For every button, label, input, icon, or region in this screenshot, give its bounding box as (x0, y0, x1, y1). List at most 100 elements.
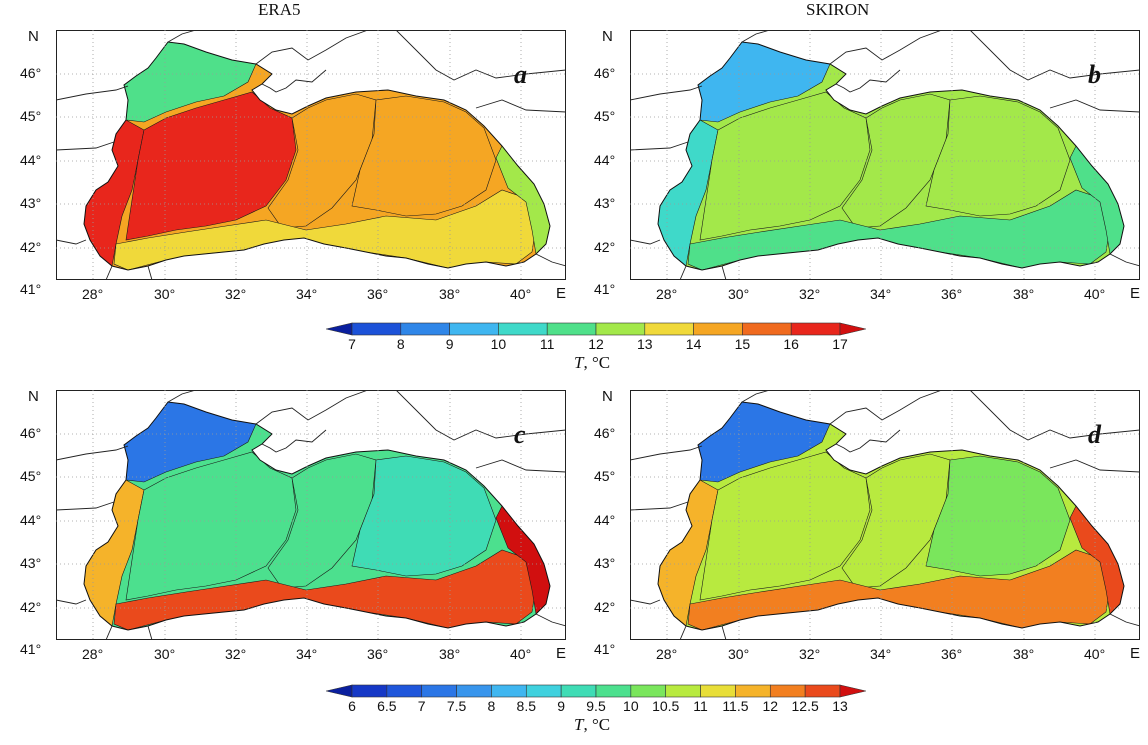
map-svg-c (56, 390, 566, 640)
lat-tick: 44° (594, 512, 616, 528)
lon-tick: 30° (728, 646, 750, 662)
colorbar-top: 7 8 9 10 11 12 13 14 15 16 17 T, °C (326, 322, 866, 382)
land-border-5 (835, 429, 901, 453)
lat-tick: 46° (20, 65, 42, 81)
lon-tick: 30° (154, 286, 176, 302)
lat-tick: 41° (594, 641, 616, 657)
colorbar-tick: 8.5 (516, 698, 537, 714)
colorbar-over-triangle (839, 322, 866, 336)
panel-label: b (1088, 60, 1101, 89)
lat-tick: 44° (20, 512, 42, 528)
north-label: N (28, 388, 39, 405)
east-label: E (1130, 285, 1141, 302)
colorbar-swatch (735, 684, 771, 698)
land-border-3 (167, 30, 197, 43)
colorbar-swatch (386, 684, 423, 698)
north-label: N (602, 28, 613, 45)
lon-tick: 38° (439, 646, 461, 662)
colorbar-swatch (790, 322, 841, 336)
land-border-1 (56, 141, 115, 151)
land-border-10 (147, 265, 153, 280)
region-center (267, 453, 377, 589)
colorbar-swatch (644, 322, 694, 336)
region-west_basin (699, 91, 871, 241)
lon-tick: 40° (1084, 646, 1106, 662)
coastline (83, 401, 551, 631)
colorbar-title-var: T (574, 715, 584, 734)
east-label: E (1130, 645, 1141, 662)
land-border-0 (630, 445, 703, 461)
lat-tick: 41° (594, 281, 616, 297)
land-border-9 (679, 265, 687, 280)
map-panel-c: c (56, 390, 566, 640)
region-east_basin (925, 455, 1071, 577)
land-border-4 (829, 30, 943, 65)
map-panel-a: a (56, 30, 566, 280)
land-border-10 (721, 625, 727, 640)
colorbar-title: T, °C (574, 715, 610, 735)
colorbar-tick: 9 (557, 698, 566, 714)
land-border-7 (1049, 99, 1140, 113)
land-border-2 (56, 239, 87, 245)
land-border-0 (56, 445, 129, 461)
region-west_basin (125, 91, 297, 241)
colorbar-swatch (351, 684, 388, 698)
colorbar-tick: 8 (487, 698, 496, 714)
colorbar-tick: 10 (490, 336, 507, 352)
colorbar-tick: 12.5 (791, 698, 819, 714)
east-label: E (556, 645, 567, 662)
land-border-5 (261, 429, 327, 453)
land-border-10 (721, 265, 727, 280)
land-border-7 (1049, 459, 1140, 473)
lon-tick: 32° (799, 286, 821, 302)
colorbar-tick: 12 (588, 336, 604, 352)
colorbar-tick: 15 (734, 336, 751, 352)
lat-tick: 45° (594, 468, 616, 484)
lon-tick: 32° (225, 646, 247, 662)
colorbar-tick: 17 (832, 336, 848, 352)
colorbar-swatch (456, 684, 492, 698)
colorbar-bottom: 6 6.5 7 7.5 8 8.5 9 9.5 10 10.5 11 11.5 12 12.5 13 T, °… (326, 684, 866, 744)
coastline (657, 401, 1125, 631)
land-border-2 (630, 599, 661, 605)
colorbar-tick: 10 (623, 698, 639, 714)
lon-tick: 34° (870, 286, 892, 302)
lat-tick: 43° (594, 195, 616, 211)
region-west_basin (125, 451, 297, 601)
col-title-left: ERA5 (258, 0, 301, 19)
lon-tick: 34° (296, 286, 318, 302)
lon-tick: 28° (82, 286, 104, 302)
coastline (657, 41, 1125, 271)
land-border-5 (835, 69, 901, 93)
colorbar-swatch (693, 322, 743, 336)
colorbar-swatch (491, 684, 527, 698)
colorbar-tick: 12 (762, 698, 779, 714)
lon-tick: 38° (439, 286, 461, 302)
colorbar-under-triangle (326, 322, 353, 336)
map-svg-b (630, 30, 1140, 280)
colorbar-under-triangle (326, 684, 353, 698)
lat-tick: 42° (20, 599, 42, 615)
lon-tick: 28° (82, 646, 104, 662)
lat-tick: 46° (594, 425, 616, 441)
lon-tick: 38° (1013, 646, 1035, 662)
land-border-9 (679, 625, 687, 640)
lon-tick: 34° (870, 646, 892, 662)
lon-tick: 32° (225, 286, 247, 302)
colorbar-title-unit: , °C (583, 353, 611, 372)
colorbar-tick: 9.5 (586, 698, 606, 714)
lat-tick: 45° (594, 108, 616, 124)
land-border-3 (741, 390, 771, 403)
lat-tick: 44° (594, 152, 616, 168)
lon-tick: 36° (367, 646, 389, 662)
lon-tick: 30° (728, 286, 750, 302)
map-svg-a (56, 30, 566, 280)
region-center (267, 93, 377, 229)
colorbar-tick: 14 (685, 336, 702, 352)
lon-tick: 28° (656, 286, 678, 302)
sst-field (658, 42, 1124, 270)
land-border-5 (261, 69, 327, 93)
land-border-8 (535, 253, 566, 267)
region-east_basin (351, 455, 497, 577)
colorbar-tick: 13 (832, 698, 848, 714)
